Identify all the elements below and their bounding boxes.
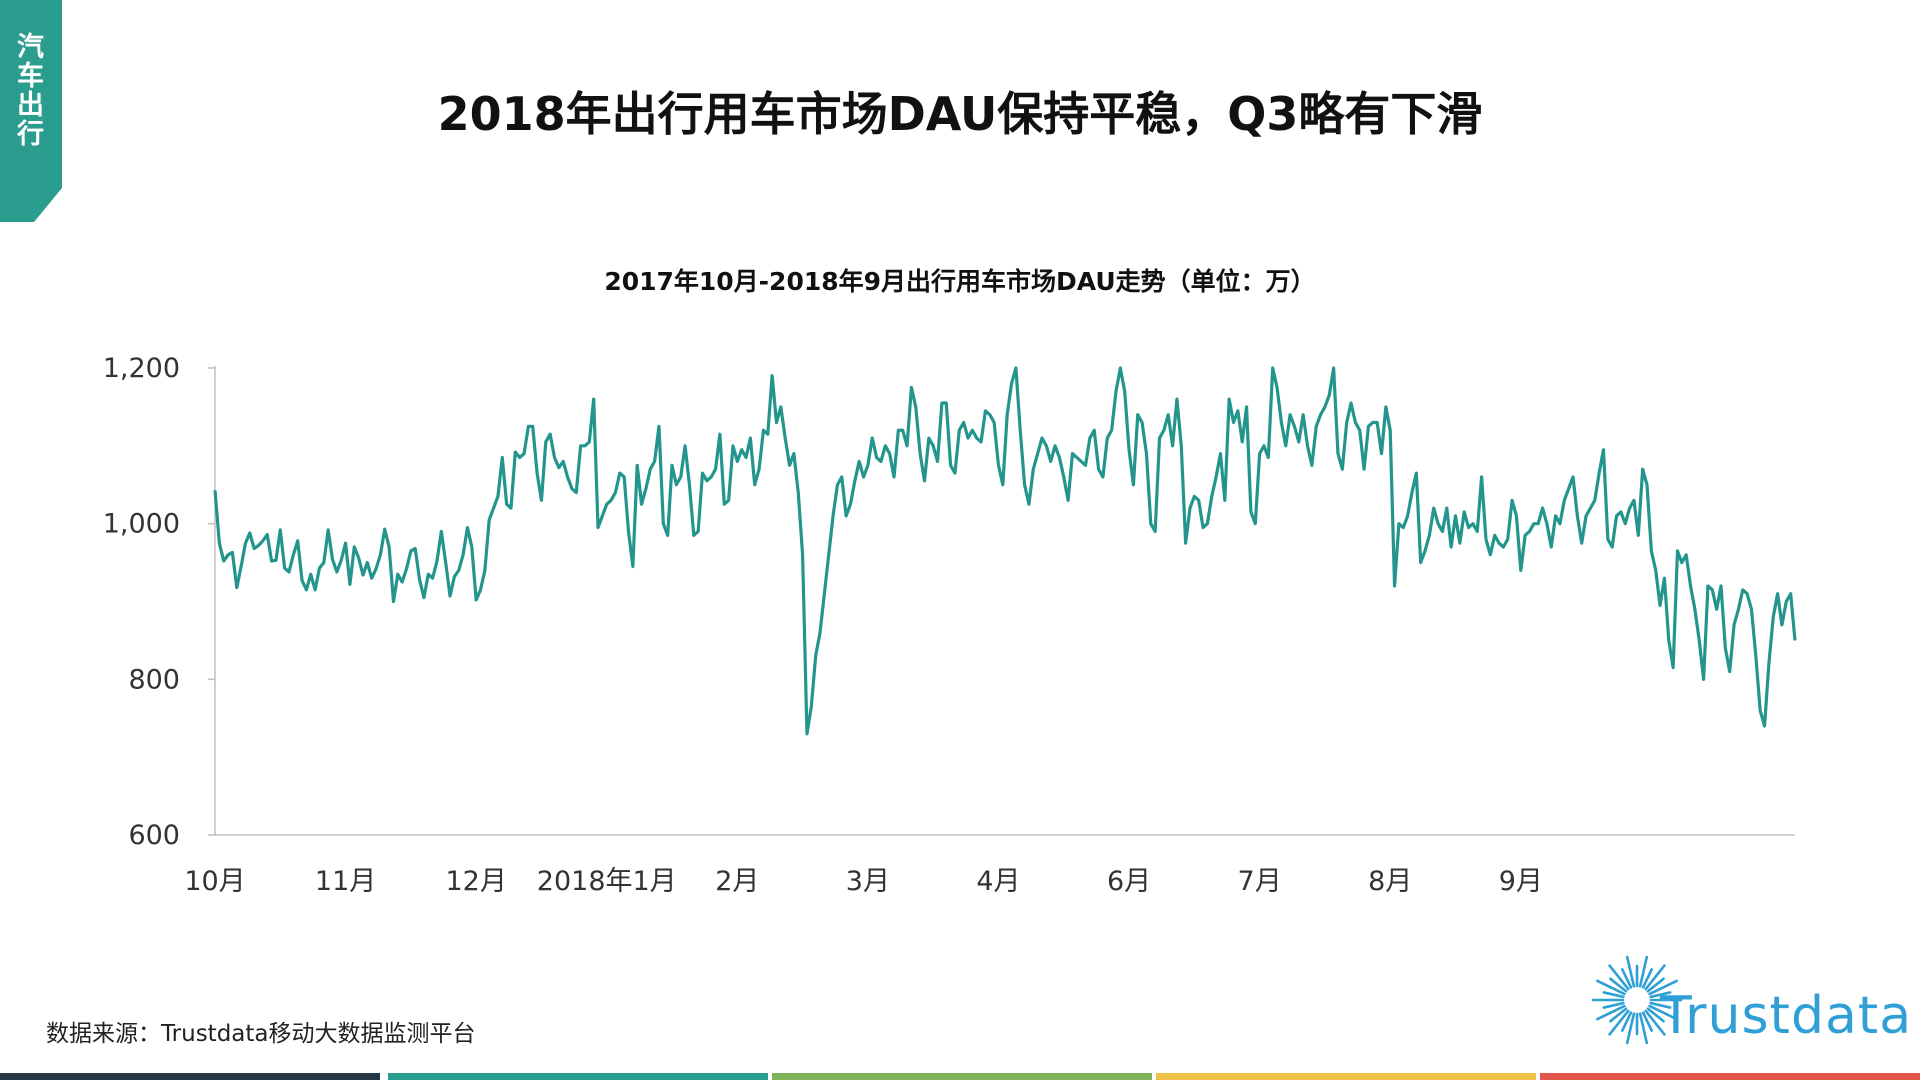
chart-title: 2017年10月-2018年9月出行用车市场DAU走势（单位：万）	[604, 267, 1316, 296]
logo-wordmark: Trustdata	[1660, 986, 1913, 1046]
logo-ray	[1644, 1009, 1666, 1036]
page-title: 2018年出行用车市场DAU保持平稳，Q3略有下滑	[437, 87, 1483, 141]
x-tick-label: 4月	[976, 866, 1020, 897]
bottom-color-bar	[0, 1073, 380, 1080]
logo-ray	[1625, 1012, 1636, 1045]
x-tick-label: 2018年1月	[537, 866, 677, 897]
y-tick-label: 1,000	[103, 509, 180, 540]
logo-ray	[1608, 964, 1630, 991]
y-tick-label: 800	[128, 664, 180, 695]
x-tick-label: 3月	[846, 866, 890, 897]
x-tick-label: 8月	[1368, 866, 1412, 897]
x-tick-label: 11月	[315, 866, 376, 897]
logo-ray	[1646, 977, 1665, 993]
logo-ray	[1641, 1011, 1654, 1032]
bottom-color-bar	[1156, 1073, 1536, 1080]
logo-ray	[1646, 1007, 1665, 1023]
trustdata-logo: Trustdata	[1660, 986, 1912, 1046]
section-tab-label: 汽车出行	[12, 32, 43, 148]
logo-ray	[1596, 1004, 1626, 1021]
logo-ray	[1609, 1007, 1628, 1023]
logo-ray	[1641, 968, 1654, 989]
bottom-color-bar	[772, 1073, 1152, 1080]
x-tick-label: 12月	[445, 866, 506, 897]
section-tab: 汽车出行	[0, 0, 62, 222]
logo-ray	[1608, 1009, 1630, 1036]
dau-series-line	[213, 366, 1797, 736]
bottom-color-bar	[1540, 1073, 1920, 1080]
logo-ray	[1625, 955, 1636, 988]
logo-ray	[1609, 977, 1628, 993]
trustdata-logo-icon	[1591, 955, 1683, 1045]
logo-ray	[1638, 955, 1649, 988]
logo-ray	[1620, 1011, 1633, 1032]
y-tick-label: 600	[128, 820, 180, 851]
bottom-color-bar	[388, 1073, 768, 1080]
y-tick-label: 1,200	[103, 353, 180, 384]
logo-ray	[1644, 964, 1666, 991]
x-tick-label: 10月	[184, 866, 245, 897]
logo-ray	[1602, 1001, 1625, 1009]
x-tick-label: 6月	[1107, 866, 1151, 897]
logo-ray	[1649, 991, 1672, 999]
x-tick-label: 7月	[1238, 866, 1282, 897]
logo-ray	[1620, 968, 1633, 989]
x-tick-label: 2月	[715, 866, 759, 897]
data-source-note: 数据来源：Trustdata移动大数据监测平台	[46, 1021, 476, 1047]
logo-ray	[1638, 1012, 1649, 1045]
logo-ray	[1648, 979, 1678, 996]
logo-ray	[1648, 1004, 1678, 1021]
x-tick-label: 9月	[1499, 866, 1543, 897]
logo-ray	[1649, 1001, 1672, 1009]
logo-ray	[1596, 979, 1626, 996]
logo-ray	[1602, 991, 1625, 999]
